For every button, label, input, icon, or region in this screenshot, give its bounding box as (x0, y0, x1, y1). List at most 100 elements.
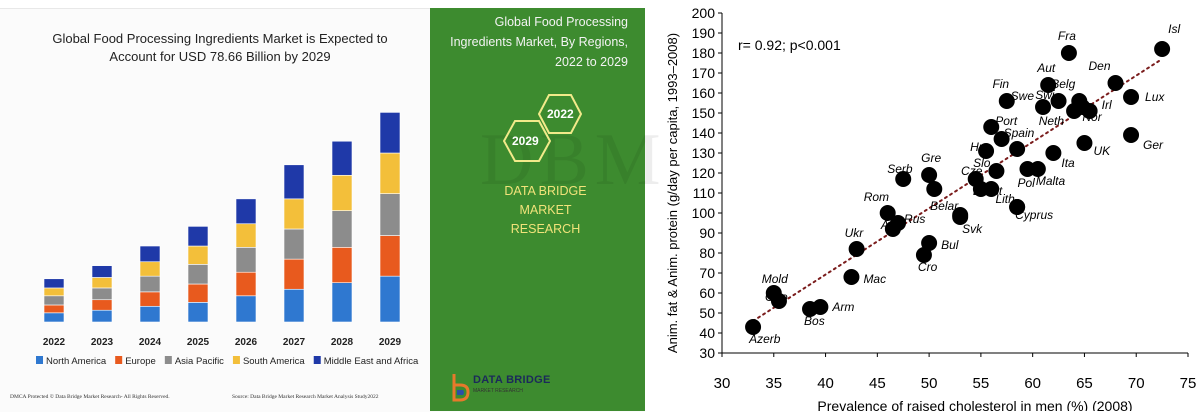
data-point (1060, 45, 1077, 61)
logo-subtext: MARKET RESEARCH (473, 388, 523, 394)
x-tick-label: 75 (1180, 375, 1197, 392)
data-point (915, 247, 932, 263)
bar-segment (235, 247, 257, 273)
legend-label: Middle East and Africa (324, 356, 419, 367)
data-point (1074, 99, 1091, 115)
category-label: 2028 (331, 337, 354, 348)
y-tick-label: 120 (692, 165, 716, 181)
bar-segment (379, 275, 401, 323)
bar-segment (139, 305, 161, 323)
chart-title-line-2: Account for USD 78.66 Billion by 2029 (109, 49, 331, 64)
brand-line-2: RESEARCH (510, 222, 581, 236)
data-point (952, 209, 969, 225)
legend-label: Europe (125, 356, 156, 367)
bar-segment (43, 312, 65, 323)
legend-swatch (36, 356, 43, 364)
side-title: Global Food Processing Ingredients Marke… (440, 12, 628, 72)
point-label: Gre (921, 151, 941, 165)
bar-segment (379, 112, 401, 154)
data-point (998, 93, 1015, 109)
data-point (890, 215, 907, 231)
y-tick-label: 40 (699, 325, 715, 341)
bar-segment (91, 265, 113, 278)
data-point (1154, 41, 1171, 57)
point-label: Azerb (748, 332, 781, 346)
bar-segment (91, 287, 113, 301)
bar-segment (139, 291, 161, 307)
point-label: Lith (995, 192, 1015, 206)
bar-segment (283, 258, 305, 290)
data-point (926, 181, 943, 197)
data-point (848, 241, 865, 257)
category-label: 2024 (139, 337, 162, 348)
y-tick-label: 160 (692, 85, 716, 101)
y-tick-label: 110 (693, 185, 716, 201)
data-point (983, 119, 1000, 135)
point-label: Belg (1051, 77, 1075, 91)
data-point (1035, 99, 1052, 115)
hexagon-2022 (538, 94, 582, 134)
point-label: Rom (864, 190, 889, 204)
bar-segment (187, 245, 209, 265)
trendline (752, 58, 1164, 322)
bar-segment (379, 235, 401, 277)
bar-segment (187, 302, 209, 323)
bar-segment (43, 287, 65, 297)
point-label: Swe (1011, 89, 1035, 103)
category-label: 2025 (187, 337, 210, 348)
category-label: 2029 (379, 337, 402, 348)
point-label: Bul (941, 238, 959, 252)
chart-title: Global Food Processing Ingredients Marke… (30, 30, 410, 66)
bar-segment (187, 264, 209, 285)
data-point (1045, 145, 1062, 161)
bar-segment (283, 198, 305, 230)
point-label: Isl (1168, 22, 1180, 36)
point-label: Malta (1036, 174, 1066, 188)
bar-segment (235, 223, 257, 248)
point-label: Cyprus (1015, 208, 1053, 222)
category-label: 2022 (43, 337, 66, 348)
data-bridge-logo-icon (452, 374, 470, 402)
bar-segment (379, 193, 401, 236)
bar-segment (187, 226, 209, 247)
legend-swatch (313, 356, 321, 364)
bar-segment (283, 228, 305, 260)
point-label: Neth (1039, 114, 1065, 128)
scatter-panel: 30 40 50 60 70 80 90 100 110 120 130 140 150 160 170 18… (662, 0, 1198, 414)
data-point (1076, 135, 1093, 151)
stacked-bar-chart: 2022 2023 2024 2025 2026 2027 2028 2029 North Am… (36, 112, 419, 367)
brand-text: DATA BRIDGE MARKET RESEARCH (478, 182, 613, 239)
x-tick-label: 60 (1024, 375, 1041, 392)
point-label: Aut (1036, 61, 1056, 75)
point-label: Cze (961, 164, 983, 178)
point-label: Nor (1082, 110, 1102, 124)
point-label: Cro (918, 260, 938, 274)
x-tick-label: 50 (921, 375, 938, 392)
bar-segment (331, 140, 353, 176)
point-label: Ita (1061, 156, 1075, 170)
y-tick-label: 180 (692, 45, 716, 61)
point-label: Den (1089, 59, 1111, 73)
data-point (921, 167, 938, 183)
y-tick-label: 80 (699, 245, 715, 261)
bar-segment (43, 278, 65, 289)
point-label: Port (995, 114, 1018, 128)
x-tick-label: 35 (765, 375, 782, 392)
y-tick-label: 200 (692, 5, 716, 21)
y-tick-label: 60 (699, 285, 715, 301)
hexagon-2022-label: 2022 (547, 107, 574, 121)
bar-segment (139, 245, 161, 263)
point-label: Lat (973, 184, 990, 198)
point-label: Spain (1004, 126, 1035, 140)
x-tick-label: 65 (1076, 375, 1093, 392)
bar-segment (235, 295, 257, 323)
hexagon-2029 (503, 120, 551, 162)
data-point (879, 205, 896, 221)
footer-copyright: DMCA Protected © Data Bridge Market Rese… (10, 394, 170, 400)
category-label: 2027 (283, 337, 306, 348)
brand-line-1: DATA BRIDGE MARKET (504, 184, 587, 217)
bar-segment (331, 247, 353, 284)
category-label: 2026 (235, 337, 258, 348)
bar-segment (235, 198, 257, 225)
point-label: Hun (970, 140, 992, 154)
